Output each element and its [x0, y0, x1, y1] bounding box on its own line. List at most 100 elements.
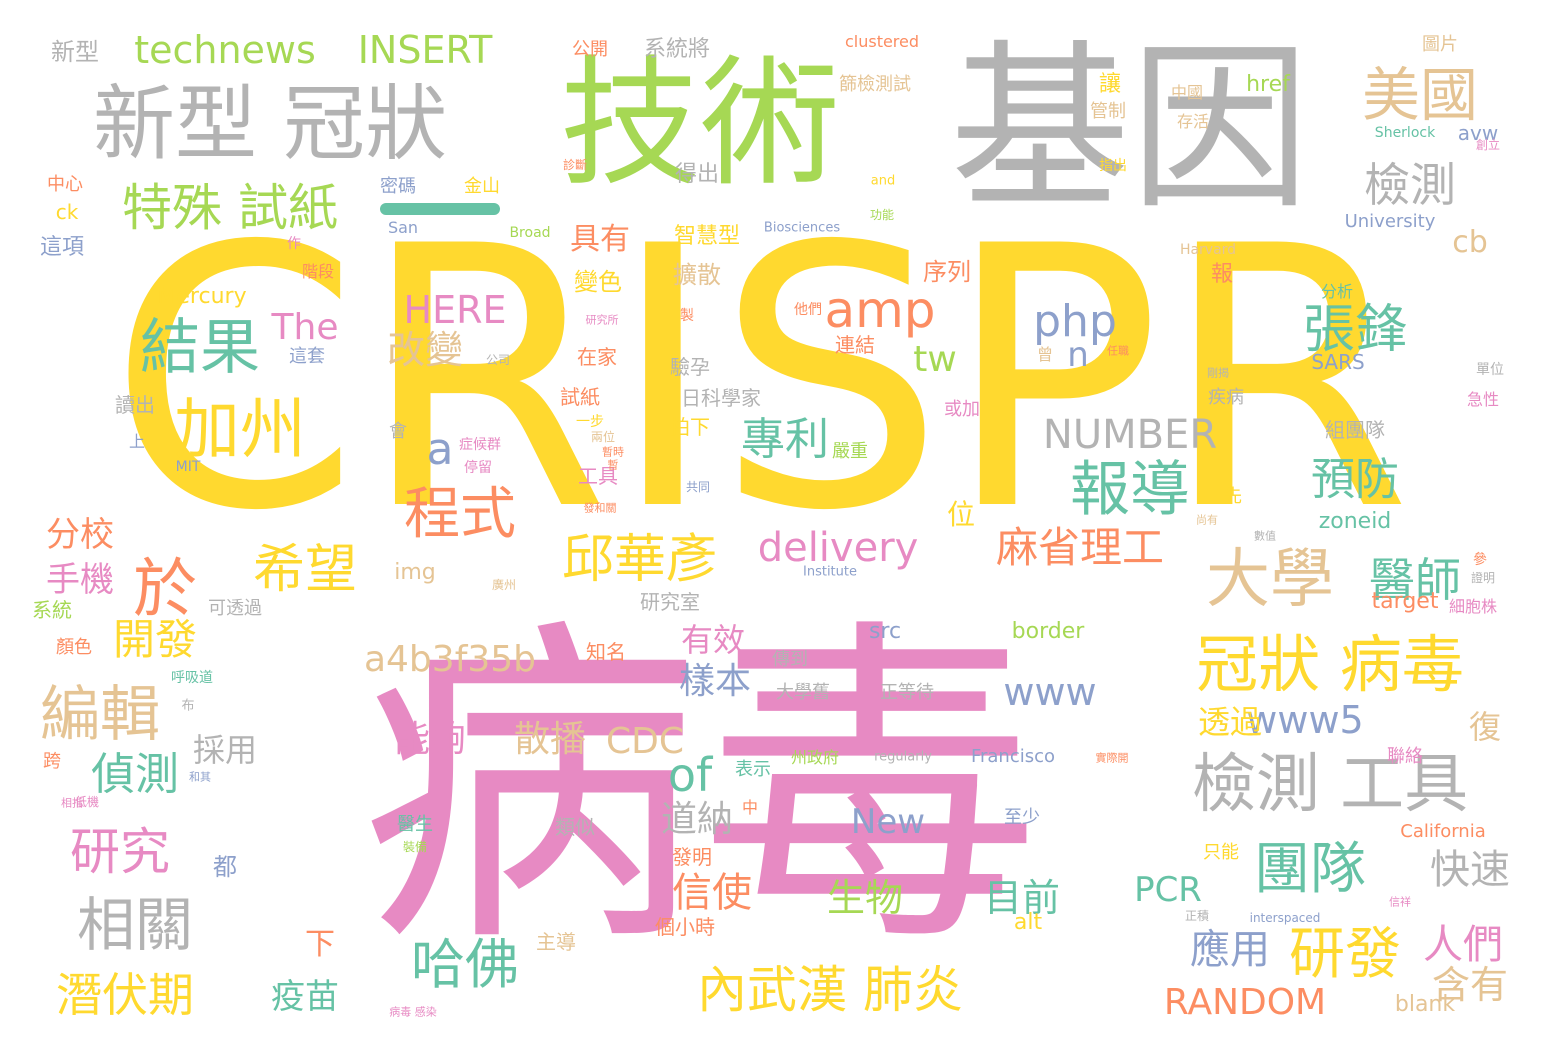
word-85: California — [1400, 821, 1486, 842]
word-143: 大學舊 — [776, 682, 830, 703]
word-76: img — [394, 560, 436, 585]
word-7: 新型 — [51, 38, 99, 66]
word-112: 密碼 — [380, 176, 416, 197]
word-187: 參 — [1473, 552, 1487, 568]
dash-mark — [380, 203, 500, 215]
word-141: 知名 — [586, 640, 626, 664]
word-54: RANDOM — [1163, 982, 1327, 1023]
word-17: The — [271, 307, 339, 348]
word-117: 變色 — [574, 268, 622, 296]
word-165: 症候群 — [459, 437, 501, 453]
word-65: 目前 — [983, 876, 1061, 920]
word-116: 階段 — [301, 262, 335, 281]
word-158: 呼吸道 — [171, 670, 213, 686]
word-39: 檢測 工具 — [1191, 748, 1469, 822]
word-113: 中心 — [47, 174, 83, 195]
word-159: 跨 — [43, 751, 61, 772]
word-180: 發和關 — [583, 501, 617, 515]
word-104: 篩檢測試 — [839, 74, 911, 95]
word-79: src — [868, 619, 902, 644]
word-89: avw — [1457, 121, 1499, 145]
word-135: 會 — [389, 421, 407, 442]
word-169: 指出 — [1099, 158, 1127, 174]
word-134: 組團隊 — [1325, 418, 1385, 442]
word-162: 共同 — [685, 480, 711, 494]
word-59: CDC — [606, 721, 684, 762]
word-55: 哈佛 — [411, 933, 519, 996]
word-192: 信祥 — [1389, 895, 1411, 909]
word-16: 改變 — [386, 328, 464, 372]
word-123: 在家 — [577, 345, 617, 369]
word-181: 布 — [181, 698, 195, 714]
word-62: 樣本 — [678, 661, 752, 702]
word-126: 驗孕 — [670, 355, 710, 379]
word-109: 存活 — [1176, 112, 1210, 131]
word-6: INSERT — [357, 28, 493, 72]
word-58: 散播 — [513, 719, 587, 760]
word-31: delivery — [757, 525, 919, 571]
word-124: 這套 — [289, 346, 325, 367]
word-61: 道納 — [660, 799, 734, 840]
word-49: 快速 — [1430, 847, 1510, 893]
word-67: New — [850, 802, 926, 842]
word-152: 醫生 — [397, 814, 433, 835]
word-133: 急性 — [1466, 390, 1500, 409]
word-164: 停留 — [464, 460, 492, 476]
word-82: alt — [1013, 910, 1043, 935]
word-120: 報 — [1210, 262, 1234, 287]
word-108: 管制 — [1090, 101, 1126, 122]
word-194: 相指 — [61, 796, 83, 810]
word-111: 金山 — [464, 176, 500, 197]
word-183: 正積 — [1184, 909, 1210, 923]
word-1: 病毒 — [360, 592, 1040, 988]
word-8: 特殊 試紙 — [122, 179, 338, 237]
word-26: 預防 — [1311, 454, 1399, 505]
word-83: Mercury — [157, 284, 247, 309]
word-75: 位 — [946, 498, 976, 531]
word-139: 可透過 — [208, 598, 262, 619]
word-11: 結果 — [140, 313, 260, 383]
word-184: 暫時 — [602, 445, 624, 459]
word-98: MIT — [175, 459, 201, 475]
word-56: 內武漢 肺炎 — [697, 961, 963, 1019]
word-129: 日科學家 — [681, 386, 761, 410]
word-43: 手機 — [46, 560, 114, 600]
word-173: 製 — [680, 308, 694, 324]
word-193: 和其 — [189, 770, 211, 784]
word-33: 醫師 — [1369, 553, 1461, 607]
word-179: 兩位 — [590, 430, 616, 444]
word-127: 讀出 — [115, 393, 155, 417]
word-163: 嚴重 — [832, 441, 868, 462]
word-149: 聯絡 — [1387, 746, 1423, 767]
word-146: 系統 — [32, 598, 72, 622]
word-103: 公開 — [572, 39, 608, 60]
word-195: 裝備 — [402, 840, 428, 854]
word-35: a4b3f35b — [363, 639, 537, 680]
word-10: 檢測 — [1364, 158, 1456, 212]
word-80: border — [1011, 619, 1085, 644]
word-95: Broad — [509, 225, 551, 241]
word-170: 功能 — [869, 208, 895, 222]
word-99: SARS — [1311, 350, 1365, 374]
word-37: www5 — [1246, 698, 1364, 742]
word-57: 能夠 — [393, 719, 467, 760]
word-42: 分校 — [46, 515, 114, 555]
word-25: NUMBER — [1042, 412, 1218, 458]
word-131: 或加 — [944, 399, 980, 420]
word-0: CRISPR — [108, 170, 1412, 589]
word-196: 暫 — [607, 458, 619, 472]
word-40: 編輯 — [40, 680, 160, 750]
word-137: 工具 — [578, 464, 618, 488]
word-22: 程式 — [404, 482, 516, 547]
word-51: 研發 — [1289, 922, 1401, 987]
word-14: php — [1033, 296, 1117, 347]
word-96: Harvard — [1179, 242, 1237, 258]
word-78: target — [1371, 589, 1439, 614]
word-21: 報導 — [1070, 455, 1190, 525]
word-167: 創立 — [1475, 138, 1501, 152]
word-72: 復 — [1468, 708, 1502, 746]
word-71: 透過 — [1197, 703, 1263, 741]
word-102: 系統將 — [643, 37, 711, 62]
word-144: 正等待 — [880, 682, 934, 703]
word-190: 實際開 — [1095, 751, 1129, 765]
